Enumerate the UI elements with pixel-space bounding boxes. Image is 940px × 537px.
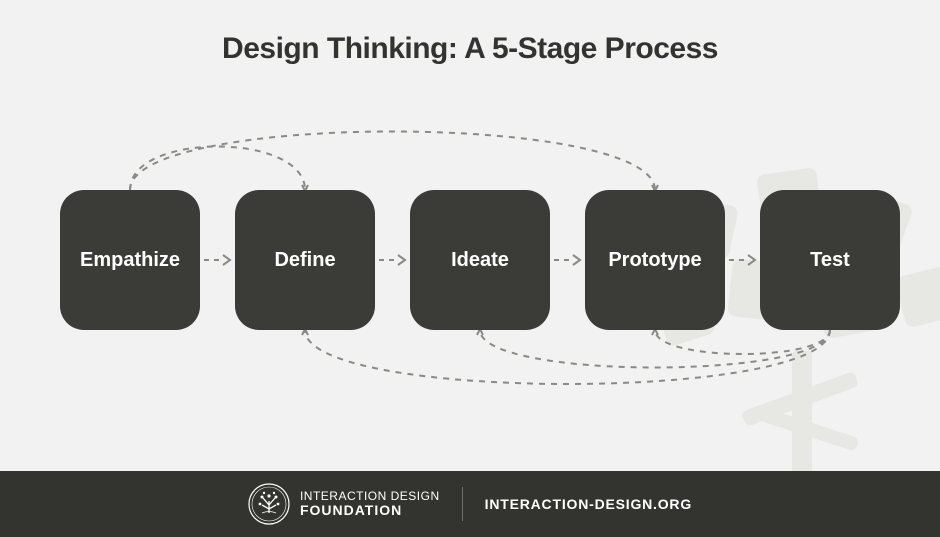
footer-divider xyxy=(462,487,463,521)
curved-edge-test-prototype xyxy=(655,330,830,354)
brand-logo-icon xyxy=(248,483,290,525)
footer-brand: INTERACTION DESIGN FOUNDATION xyxy=(248,483,440,525)
stage-define: Define xyxy=(235,190,375,330)
brand-text: INTERACTION DESIGN FOUNDATION xyxy=(300,490,440,519)
forward-arrow xyxy=(200,252,235,268)
forward-arrow xyxy=(550,252,585,268)
stage-label: Prototype xyxy=(608,249,701,272)
stage-ideate: Ideate xyxy=(410,190,550,330)
brand-line1: INTERACTION DESIGN xyxy=(300,490,440,503)
curved-edge-test-ideate xyxy=(480,330,830,368)
brand-line2: FOUNDATION xyxy=(300,503,440,518)
stage-label: Empathize xyxy=(80,249,180,272)
footer-url: INTERACTION-DESIGN.ORG xyxy=(485,496,692,512)
diagram-title: Design Thinking: A 5-Stage Process xyxy=(0,32,940,66)
stage-label: Test xyxy=(810,249,850,272)
stage-prototype: Prototype xyxy=(585,190,725,330)
stage-test: Test xyxy=(760,190,900,330)
footer: INTERACTION DESIGN FOUNDATION INTERACTIO… xyxy=(0,471,940,537)
diagram-canvas: Design Thinking: A 5-Stage Process Empat… xyxy=(0,0,940,471)
curved-edge-empathize-define xyxy=(130,147,305,191)
curved-edge-test-define xyxy=(305,330,830,384)
stage-empathize: Empathize xyxy=(60,190,200,330)
forward-arrow xyxy=(725,252,760,268)
curved-edge-empathize-prototype xyxy=(130,132,655,191)
forward-arrow xyxy=(375,252,410,268)
stage-label: Define xyxy=(274,249,335,272)
stage-label: Ideate xyxy=(451,249,509,272)
